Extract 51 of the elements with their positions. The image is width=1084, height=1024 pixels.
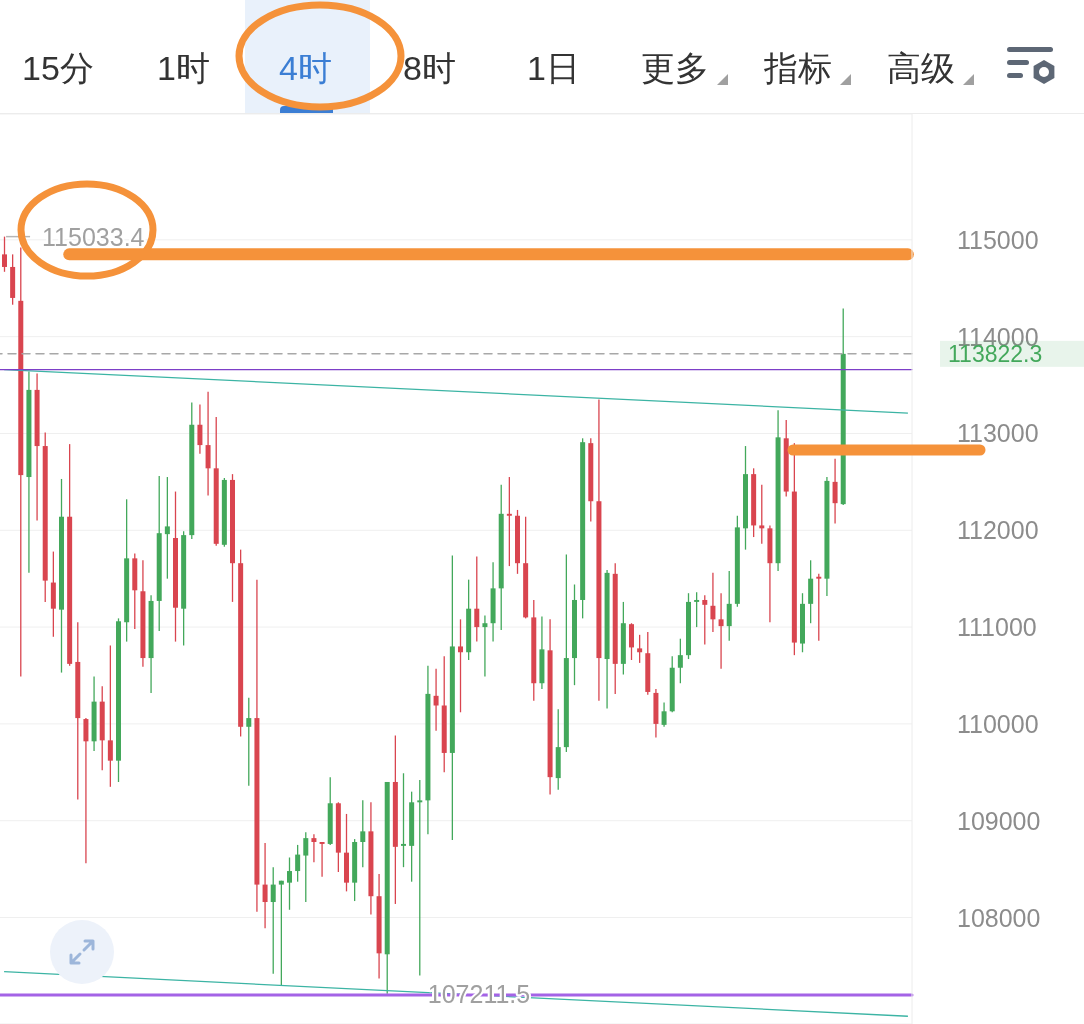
text: 4时 bbox=[279, 48, 332, 88]
candlestick bbox=[702, 594, 708, 646]
candlestick bbox=[458, 618, 463, 713]
text: 15分 bbox=[22, 48, 94, 88]
candlestick bbox=[629, 622, 634, 661]
text: 更多 bbox=[641, 48, 709, 88]
candlestick bbox=[726, 570, 732, 642]
candlestick bbox=[2, 235, 7, 273]
y-tick-label: 112000 bbox=[957, 516, 1039, 545]
candlestick bbox=[278, 880, 284, 986]
candlestick bbox=[816, 573, 822, 642]
candlestick bbox=[287, 856, 292, 911]
candlestick bbox=[262, 842, 268, 929]
candlestick bbox=[319, 841, 325, 878]
text: 指标 bbox=[764, 48, 832, 88]
y-tick-label: 110000 bbox=[957, 709, 1039, 738]
candlestick bbox=[295, 844, 301, 883]
candlestick bbox=[832, 457, 838, 525]
candlestick bbox=[694, 591, 700, 628]
candlestick bbox=[246, 697, 252, 787]
candlestick bbox=[474, 555, 480, 643]
candlestick bbox=[83, 717, 89, 864]
candlestick bbox=[303, 831, 309, 903]
candlestick bbox=[482, 614, 488, 678]
y-tick-label: 108000 bbox=[957, 903, 1041, 932]
candlestick bbox=[197, 403, 203, 455]
candlestick bbox=[107, 644, 113, 788]
candlestick bbox=[401, 772, 406, 868]
candlestick bbox=[360, 799, 366, 868]
text: 1时 bbox=[157, 48, 210, 88]
candlestick bbox=[718, 592, 724, 670]
y-tick-label: 113000 bbox=[957, 419, 1039, 448]
candlestick bbox=[205, 391, 211, 497]
candlestick bbox=[311, 833, 317, 863]
text: 高级 bbox=[887, 48, 955, 88]
candlestick bbox=[677, 638, 683, 684]
y-tick-label: 111000 bbox=[957, 613, 1037, 642]
candlestick bbox=[433, 668, 439, 732]
y-tick-label: 115000 bbox=[957, 225, 1039, 254]
candlestick bbox=[164, 476, 170, 580]
text: 1日 bbox=[527, 48, 580, 88]
candlestick bbox=[661, 701, 667, 728]
candlestick bbox=[270, 866, 276, 975]
candlestick bbox=[759, 484, 765, 545]
candlestick bbox=[506, 476, 512, 567]
candlestick bbox=[637, 634, 643, 664]
y-tick-label: 109000 bbox=[957, 806, 1041, 835]
candlestick bbox=[417, 779, 423, 977]
text: 8时 bbox=[403, 48, 456, 88]
annotation: 115033.4 bbox=[42, 222, 145, 251]
candlestick bbox=[710, 572, 716, 633]
